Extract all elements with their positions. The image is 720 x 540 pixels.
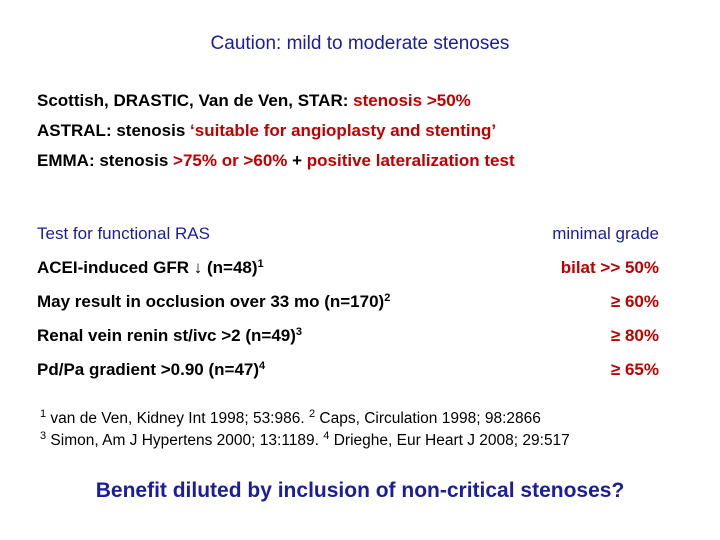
grade-cell: ≥ 60% <box>610 292 659 311</box>
table-row: May result in occlusion over 33 mo (n=17… <box>37 292 659 312</box>
text-segment: Scottish, DRASTIC, Van de Ven, STAR: <box>37 91 354 110</box>
criterion-line: ASTRAL: stenosis ‘suitable for angioplas… <box>37 121 496 141</box>
header-cell: minimal grade <box>552 224 659 243</box>
reference-number: 3 <box>40 430 47 442</box>
reference-text: Drieghe, Eur Heart J 2008; 29:517 <box>329 432 570 449</box>
test-name: Renal vein renin st/ivc >2 (n=49) <box>37 326 296 345</box>
conclusion: Benefit diluted by inclusion of non-crit… <box>95 479 625 502</box>
grade-cell: ≥ 80% <box>610 326 659 345</box>
criterion-line: Scottish, DRASTIC, Van de Ven, STAR: ste… <box>37 91 471 111</box>
text-segment: ‘suitable for angioplasty and stenting’ <box>190 121 497 140</box>
text-segment: + <box>292 151 303 170</box>
table-row: ACEI-induced GFR ↓ (n=48)1 bilat >> 50% <box>37 258 659 278</box>
reference-text: Simon, Am J Hypertens 2000; 13:1189. <box>46 432 324 449</box>
reference-line: 1 van de Ven, Kidney Int 1998; 53:986. 2… <box>40 408 541 428</box>
test-cell: ACEI-induced GFR ↓ (n=48)1 <box>37 258 264 278</box>
test-name: Pd/Pa gradient >0.90 (n=47) <box>37 360 260 379</box>
reference-number: 1 <box>40 408 47 420</box>
reference-number: 2 <box>308 408 316 420</box>
test-name: ACEI-induced GFR ↓ (n=48) <box>37 258 258 277</box>
grade-cell: bilat >> 50% <box>560 258 659 277</box>
text-segment: stenosis >50% <box>353 91 471 110</box>
header-cell: Test for functional RAS <box>37 224 210 243</box>
reference-number: 3 <box>295 326 303 338</box>
reference-text: van de Ven, Kidney Int 1998; 53:986. <box>46 410 309 427</box>
reference-text: Caps, Circulation 1998; 98:2866 <box>315 410 541 427</box>
text-segment: >75% or >60% <box>173 151 293 170</box>
table-header: Test for functional RAS minimal grade <box>37 224 659 244</box>
slide-title: Caution: mild to moderate stenoses <box>210 33 510 54</box>
test-cell: Pd/Pa gradient >0.90 (n=47)4 <box>37 360 265 380</box>
reference-line: 3 Simon, Am J Hypertens 2000; 13:1189. 4… <box>40 430 570 450</box>
table-row: Renal vein renin st/ivc >2 (n=49)3 ≥ 80% <box>37 326 659 346</box>
test-cell: Renal vein renin st/ivc >2 (n=49)3 <box>37 326 302 346</box>
reference-number: 1 <box>257 258 264 270</box>
test-cell: May result in occlusion over 33 mo (n=17… <box>37 292 390 312</box>
grade-cell: ≥ 65% <box>610 360 659 379</box>
text-segment: ASTRAL: stenosis <box>37 121 191 140</box>
text-segment: positive lateralization test <box>302 151 515 170</box>
reference-number: 2 <box>384 292 391 304</box>
text-segment: EMMA: stenosis <box>37 151 174 170</box>
reference-number: 4 <box>259 360 266 372</box>
criterion-line: EMMA: stenosis >75% or >60% + positive l… <box>37 151 515 171</box>
test-name: May result in occlusion over 33 mo (n=17… <box>37 292 385 311</box>
table-row: Pd/Pa gradient >0.90 (n=47)4 ≥ 65% <box>37 360 659 380</box>
reference-number: 4 <box>323 430 330 442</box>
